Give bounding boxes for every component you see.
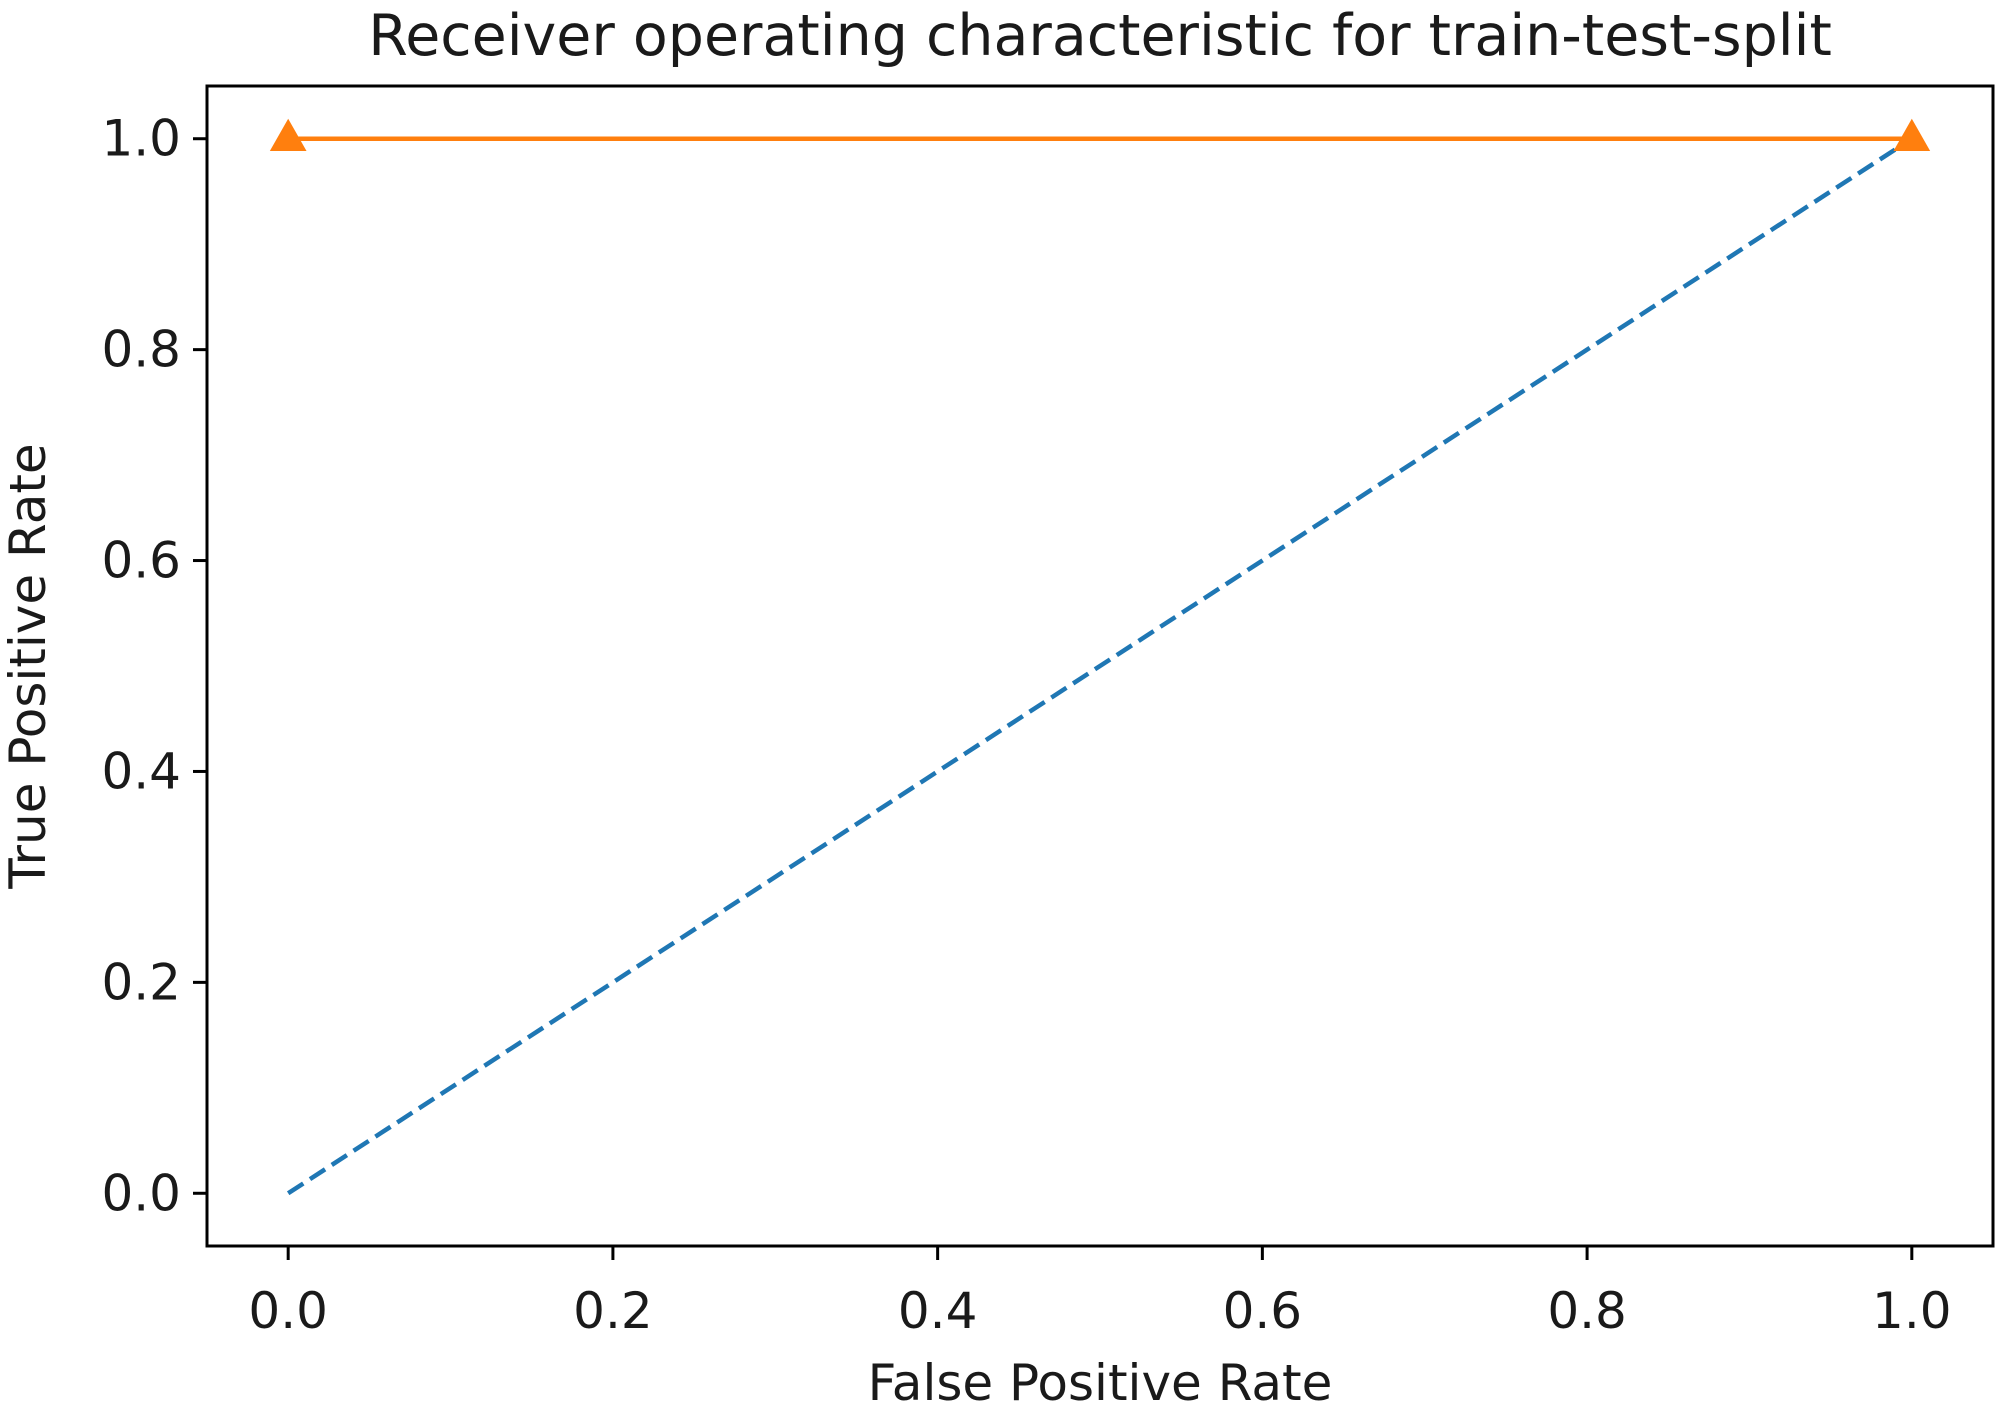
y-tick-label: 0.6 (101, 532, 181, 590)
y-tick-label: 0.4 (101, 742, 181, 800)
y-tick-label: 0.0 (101, 1164, 181, 1222)
x-tick-label: 0.4 (898, 1282, 978, 1340)
x-tick-label: 1.0 (1872, 1282, 1952, 1340)
x-tick-label: 0.0 (248, 1282, 328, 1340)
y-tick-label: 1.0 (101, 110, 181, 168)
roc-point-marker (1893, 118, 1931, 152)
chart-title: Receiver operating characteristic for tr… (368, 3, 1832, 69)
x-tick-label: 0.6 (1223, 1282, 1303, 1340)
y-tick-label: 0.8 (101, 321, 181, 379)
series-layer (269, 118, 1931, 1196)
plot-frame (205, 84, 1995, 1248)
x-tick-label: 0.8 (1547, 1282, 1627, 1340)
y-tick-label: 0.2 (101, 953, 181, 1011)
roc-point-marker (269, 118, 307, 152)
ticks-layer: 0.0 0.2 0.4 0.6 0.8 1.0 0.0 0.2 0.4 0.6 0.8 1.0 (101, 110, 1951, 1340)
x-tick-label: 0.2 (573, 1282, 653, 1340)
chance-diagonal-line (286, 136, 1914, 1196)
x-axis-title: False Positive Rate (868, 1354, 1333, 1410)
y-axis-title: True Positive Rate (0, 443, 57, 889)
